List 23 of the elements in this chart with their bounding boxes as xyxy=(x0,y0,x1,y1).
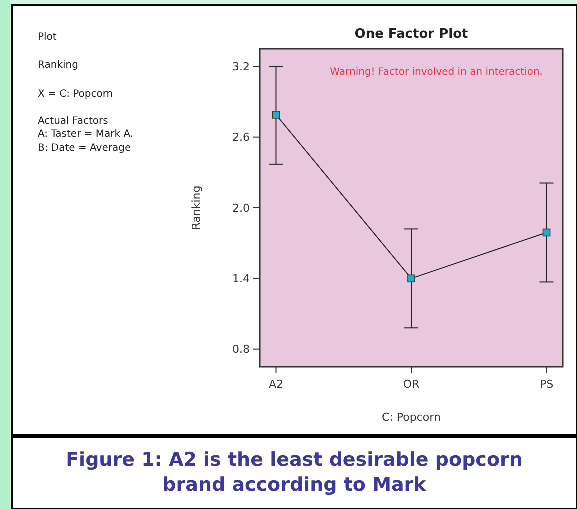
point xyxy=(542,228,551,237)
y-tick-label: 0.8 xyxy=(232,343,250,356)
annotation: Warning! Factor involved in an interaction. xyxy=(330,67,543,78)
text: X = C: Popcorn xyxy=(38,89,114,100)
y-axis-title: Ranking xyxy=(190,186,203,230)
y-tick-label: 1.4 xyxy=(232,272,250,286)
x-tick-label: PS xyxy=(540,378,554,391)
caption: Figure 1: A2 is the least desirable popcorn xyxy=(66,449,523,471)
text: brand according to Mark xyxy=(162,474,427,496)
text: Actual Factors xyxy=(38,116,108,127)
point xyxy=(408,274,416,283)
x-tick-label: OR xyxy=(403,378,420,391)
chart-title: One Factor Plot xyxy=(354,27,468,42)
text: Plot xyxy=(38,32,57,43)
y-tick-label: 2.0 xyxy=(232,202,250,215)
x-axis-title: C: Popcorn xyxy=(382,411,441,424)
text: A: Taster = Mark A. xyxy=(38,129,134,140)
point xyxy=(272,111,280,119)
x-tick-label: A2 xyxy=(268,378,284,391)
y-tick-label: 2.6 xyxy=(232,131,250,144)
text: Ranking xyxy=(38,60,78,71)
y-tick-label: 3.2 xyxy=(232,60,250,74)
text: B: Date = Average xyxy=(38,143,132,154)
